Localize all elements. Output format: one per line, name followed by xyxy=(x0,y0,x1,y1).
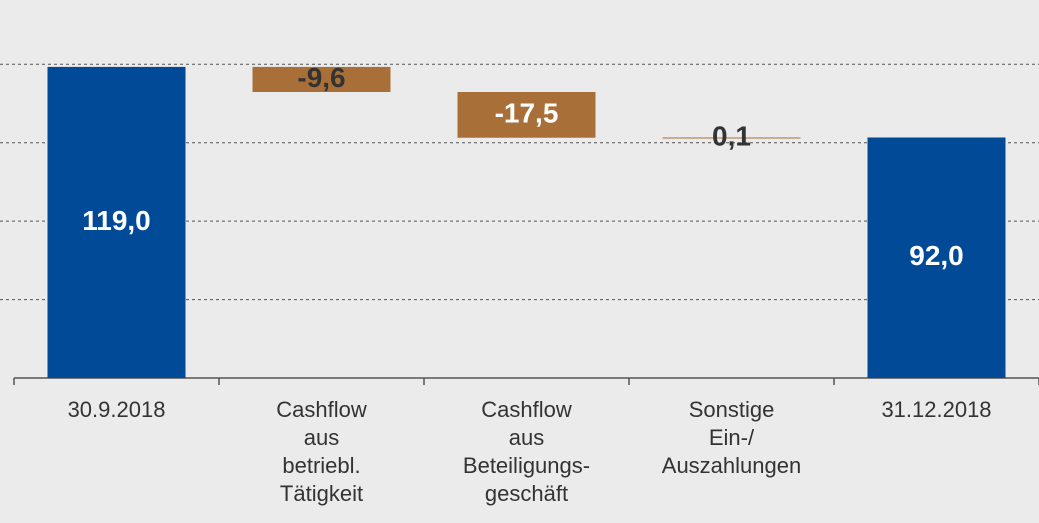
value-label: 0,1 xyxy=(712,120,751,151)
x-tick-label: 31.12.2018 xyxy=(881,397,992,422)
bar xyxy=(47,66,186,379)
value-label: 119,0 xyxy=(82,205,151,236)
bar xyxy=(457,91,596,138)
value-label: -9,6 xyxy=(297,62,345,93)
x-tick-label: Cashflow aus Beteiligungs- geschäft xyxy=(462,397,591,506)
value-label: -17,5 xyxy=(495,97,559,128)
bar xyxy=(867,137,1006,378)
bar xyxy=(662,137,801,139)
x-tick-label: Cashflow aus betriebl. Tätigkeit xyxy=(276,397,367,506)
bar xyxy=(252,66,391,92)
x-tick-label: 30.9.2018 xyxy=(67,397,166,422)
value-label: 92,0 xyxy=(909,240,964,271)
x-tick-label: Sonstige Ein-/ Auszahlungen xyxy=(661,397,802,478)
